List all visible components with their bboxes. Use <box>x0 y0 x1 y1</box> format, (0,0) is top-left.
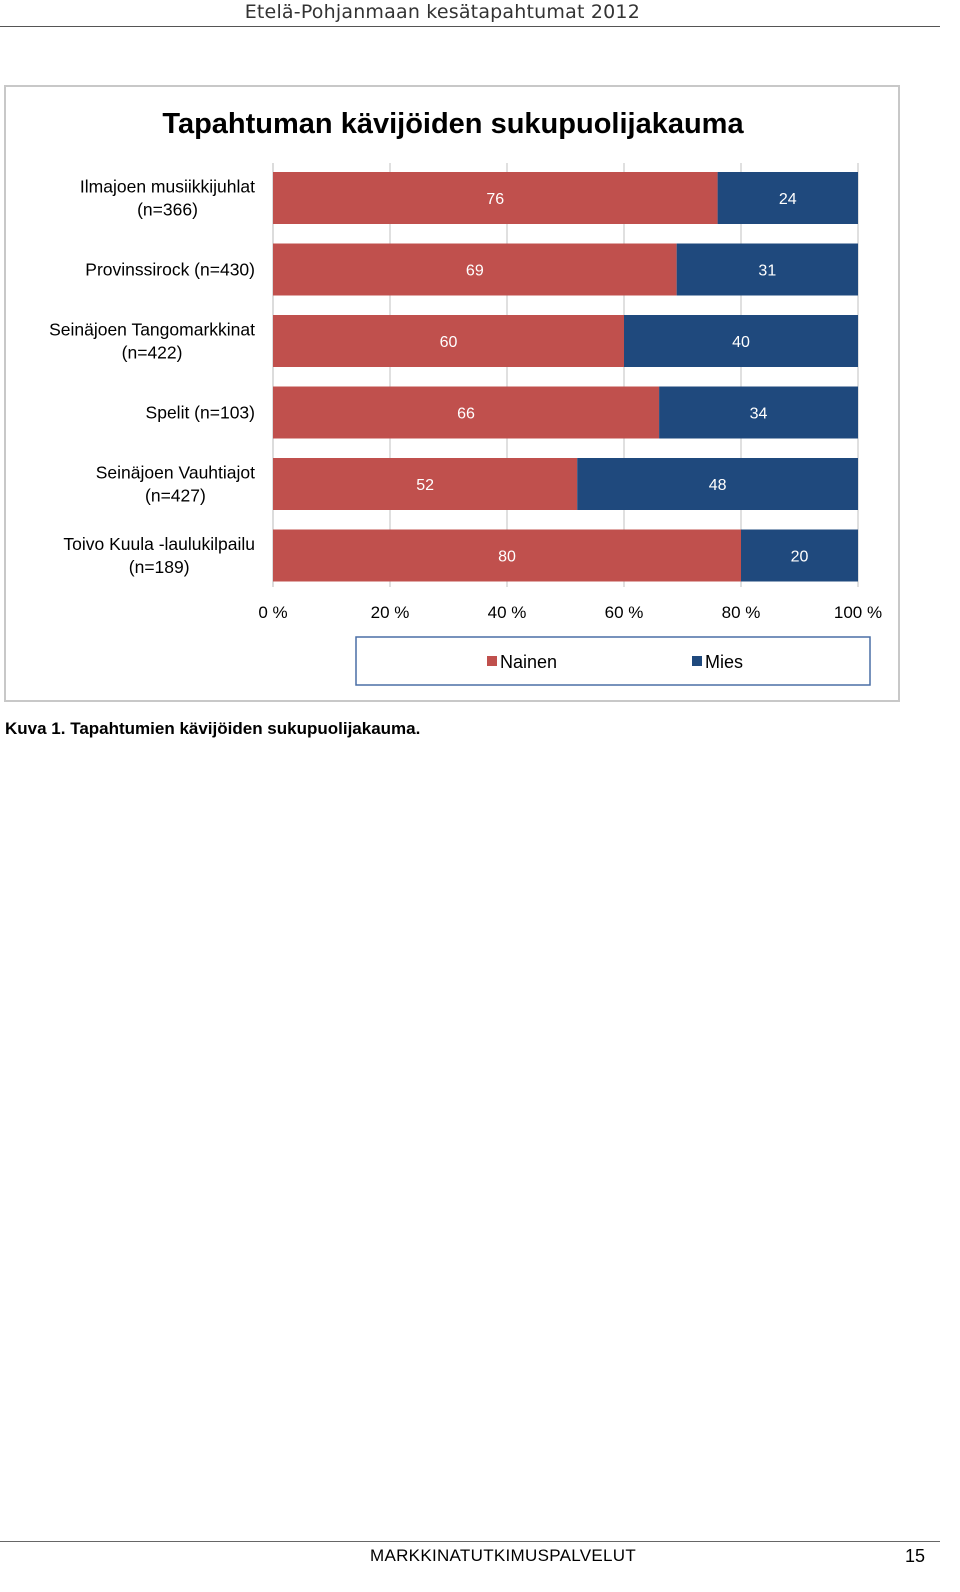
x-tick-label: 0 % <box>258 603 287 622</box>
category-label: (n=427) <box>145 486 206 506</box>
bar-segment-nainen <box>273 243 677 296</box>
category-label: (n=366) <box>137 200 198 220</box>
bar-segment-mies <box>624 315 858 367</box>
bar-segment-mies <box>676 243 858 296</box>
category-label: Spelit (n=103) <box>146 403 255 423</box>
bar-segment-nainen <box>273 529 741 582</box>
bar-segment-nainen <box>273 315 624 367</box>
category-label: (n=422) <box>122 343 183 363</box>
data-label: 40 <box>732 334 750 351</box>
data-label: 80 <box>498 549 516 566</box>
data-label: 76 <box>486 191 504 208</box>
legend-label-mies: Mies <box>705 652 743 672</box>
category-label: Ilmajoen musiikkijuhlat <box>80 177 255 197</box>
data-label: 20 <box>791 549 809 566</box>
category-label: (n=189) <box>129 557 190 577</box>
data-label: 48 <box>709 477 727 494</box>
page-header: Etelä-Pohjanmaan kesätapahtumat 2012 <box>0 0 940 27</box>
data-label: 52 <box>416 477 434 494</box>
bar-segment-nainen <box>273 386 660 439</box>
x-tick-label: 40 % <box>488 603 527 622</box>
chart-title: Tapahtuman kävijöiden sukupuolijakauma <box>162 108 744 140</box>
legend-box <box>355 636 871 686</box>
category-label: Provinssirock (n=430) <box>85 260 255 280</box>
legend-label-nainen: Nainen <box>500 652 557 672</box>
data-label: 34 <box>750 406 768 423</box>
data-label: 60 <box>440 334 458 351</box>
data-label: 24 <box>779 191 797 208</box>
bar-segment-mies <box>577 458 858 510</box>
legend-swatch-nainen <box>487 656 497 666</box>
category-label: Seinäjoen Tangomarkkinat <box>49 320 255 340</box>
stacked-bar-chart: 0 % 20 % 40 % 60 % 80 % 100 % 76 24 Ilmajoen mus… <box>49 163 882 686</box>
category-label: Toivo Kuula -laulukilpailu <box>63 534 255 554</box>
x-tick-label: 100 % <box>834 603 882 622</box>
page-number: 15 <box>904 1546 925 1566</box>
page-header-title: Etelä-Pohjanmaan kesätapahtumat 2012 <box>244 1 640 23</box>
x-tick-label: 20 % <box>371 603 410 622</box>
data-label: 31 <box>758 263 776 280</box>
bar-segment-mies <box>741 529 858 582</box>
x-tick-label: 80 % <box>722 603 761 622</box>
category-label: Seinäjoen Vauhtiajot <box>96 463 255 483</box>
data-label: 69 <box>466 263 484 280</box>
bar-segment-nainen <box>273 172 718 224</box>
bar-segment-nainen <box>273 458 578 510</box>
footer-label: MARKKINATUTKIMUSPALVELUT <box>370 1546 637 1565</box>
figure-caption: Kuva 1. Tapahtumien kävijöiden sukupuoli… <box>5 719 421 738</box>
footer-divider <box>0 1541 940 1542</box>
bar-segment-mies <box>659 386 858 439</box>
x-tick-label: 60 % <box>605 603 644 622</box>
bar-segment-mies <box>717 172 858 224</box>
legend-swatch-mies <box>692 656 702 666</box>
data-label: 66 <box>457 406 475 423</box>
